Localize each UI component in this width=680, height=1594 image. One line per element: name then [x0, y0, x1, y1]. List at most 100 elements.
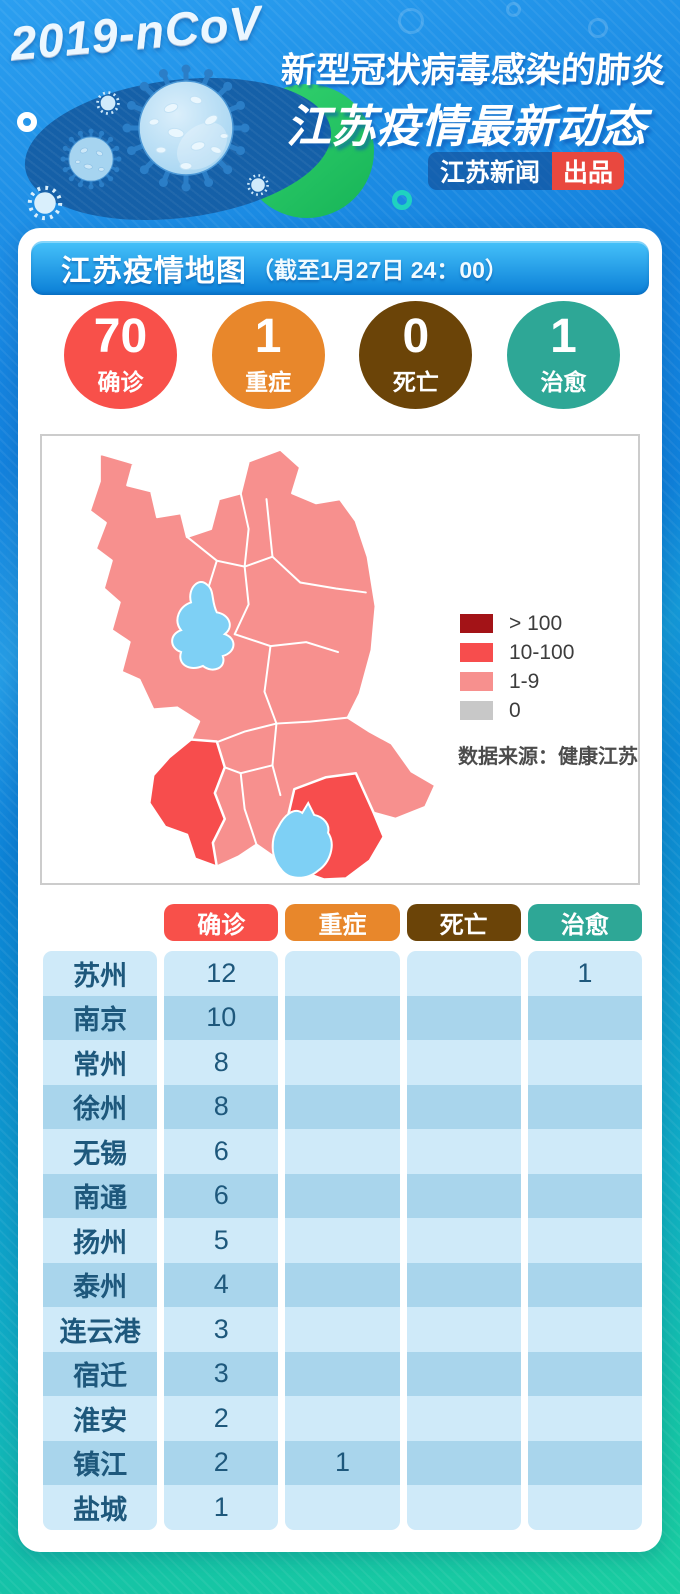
map-province-base — [88, 448, 437, 881]
cured-cell — [527, 995, 642, 1040]
table-row: 苏州 12 1 — [43, 951, 642, 996]
cured-cell — [527, 1440, 642, 1485]
deaths-cell — [406, 1129, 521, 1174]
severe-cell: 1 — [285, 1440, 400, 1485]
deaths-cell — [406, 1440, 521, 1485]
card-title-bar: 江苏疫情地图 （截至1月27日 24：00） — [31, 241, 649, 295]
main-title-line2: 江苏疫情最新动态 — [285, 101, 646, 152]
stat-severe: 1 重症 — [211, 301, 325, 409]
legend-label: 10-100 — [509, 640, 575, 664]
table-row: 镇江 2 1 — [43, 1440, 642, 1485]
cured-cell — [527, 1173, 642, 1218]
summary-stats: 70 确诊 1 重症 0 死亡 1 治愈 — [64, 301, 620, 409]
stat-deaths-label: 死亡 — [392, 369, 439, 396]
cured-cell — [527, 1218, 642, 1263]
deaths-cell — [406, 1351, 521, 1396]
city-cell: 泰州 — [43, 1262, 158, 1307]
deaths-cell — [406, 995, 521, 1040]
severe-cell — [285, 1084, 400, 1129]
stat-deaths-value: 0 — [402, 309, 430, 363]
cured-cell — [527, 1351, 642, 1396]
coronavirus-icon — [122, 64, 250, 192]
jiangsu-map-panel: > 100 10-100 1-9 0 数据来源：健康江苏 — [40, 434, 640, 885]
deaths-cell — [406, 1173, 521, 1218]
confirmed-cell: 8 — [164, 1040, 279, 1085]
table-row: 扬州 5 — [43, 1218, 642, 1263]
map-region-nanjing — [148, 738, 227, 868]
stat-deaths: 0 死亡 — [359, 301, 473, 409]
table-header-confirmed: 确诊 — [164, 904, 279, 941]
legend-label: 1-9 — [509, 669, 540, 693]
legend-swatch-darkred — [460, 614, 493, 633]
legend-label: > 100 — [509, 611, 563, 635]
decor-ring-icon — [588, 18, 608, 38]
card-title: 江苏疫情地图 — [61, 255, 247, 288]
severe-cell — [285, 1262, 400, 1307]
cured-cell — [527, 1307, 642, 1352]
confirmed-cell: 6 — [164, 1129, 279, 1174]
map-lake-hongze — [171, 581, 235, 671]
legend-label: 0 — [509, 698, 521, 722]
severe-cell — [285, 1485, 400, 1530]
table-row: 徐州 8 — [43, 1084, 642, 1129]
cured-cell — [527, 1396, 642, 1441]
table-header-row: 确诊 重症 死亡 治愈 — [43, 904, 642, 941]
legend-swatch-gray — [460, 701, 493, 720]
mini-virus-icon — [27, 185, 63, 221]
cured-cell — [527, 1040, 642, 1085]
table-row: 无锡 6 — [43, 1129, 642, 1174]
city-cell: 徐州 — [43, 1084, 158, 1129]
severe-cell — [285, 1351, 400, 1396]
stat-cured: 1 治愈 — [506, 301, 620, 409]
confirmed-cell: 2 — [164, 1440, 279, 1485]
severe-cell — [285, 1129, 400, 1174]
confirmed-cell: 1 — [164, 1485, 279, 1530]
confirmed-cell: 3 — [164, 1351, 279, 1396]
confirmed-cell: 8 — [164, 1084, 279, 1129]
city-cell: 南京 — [43, 995, 158, 1040]
deaths-cell — [406, 1084, 521, 1129]
map-lake-taihu — [271, 800, 333, 879]
jiangsu-choropleth-map — [88, 448, 437, 881]
city-cell: 苏州 — [43, 951, 158, 996]
table-header-cured: 治愈 — [527, 904, 642, 941]
severe-cell — [285, 951, 400, 996]
city-cell: 淮安 — [43, 1396, 158, 1441]
table-row: 连云港 3 — [43, 1307, 642, 1352]
table-header-city-spacer — [43, 904, 157, 941]
header-banner: 2019-nCoV 新型冠状病毒感染的肺炎 江苏疫情最新动态 江苏新闻 出品 — [0, 0, 680, 237]
stat-confirmed-label: 确诊 — [97, 369, 144, 396]
severe-cell — [285, 1307, 400, 1352]
confirmed-cell: 6 — [164, 1173, 279, 1218]
stat-confirmed: 70 确诊 — [64, 301, 177, 409]
city-data-table: 苏州 12 1 南京 10 常州 8 徐州 8 无锡 — [43, 951, 642, 1530]
cured-cell — [527, 1485, 642, 1530]
content-card: 江苏疫情地图 （截至1月27日 24：00） 70 确诊 1 重症 0 死亡 1… — [18, 228, 662, 1552]
card-title-note: （截至1月27日 24：00） — [251, 257, 508, 283]
stat-cured-value: 1 — [550, 309, 577, 363]
city-cell: 南通 — [43, 1173, 158, 1218]
city-cell: 盐城 — [43, 1485, 158, 1530]
white-ring-decoration — [17, 112, 37, 132]
confirmed-cell: 2 — [164, 1396, 279, 1441]
confirmed-cell: 4 — [164, 1262, 279, 1307]
decor-ring-icon — [506, 2, 521, 17]
deaths-cell — [406, 1218, 521, 1263]
table-header-severe: 重症 — [285, 904, 400, 941]
table-row: 宿迁 3 — [43, 1351, 642, 1396]
table-row: 南通 6 — [43, 1173, 642, 1218]
producer-name: 江苏新闻 — [427, 152, 552, 190]
stat-severe-label: 重症 — [245, 369, 292, 396]
producer-suffix-badge: 出品 — [551, 152, 624, 190]
severe-cell — [285, 1396, 400, 1441]
deaths-cell — [406, 1396, 521, 1441]
cured-cell — [527, 1084, 642, 1129]
city-cell: 连云港 — [43, 1307, 158, 1352]
deaths-cell — [406, 1040, 521, 1085]
deaths-cell — [406, 951, 521, 996]
stat-severe-value: 1 — [254, 309, 282, 363]
cured-cell: 1 — [527, 951, 642, 996]
severe-cell — [285, 1173, 400, 1218]
confirmed-cell: 3 — [164, 1307, 279, 1352]
decor-ring-icon — [398, 8, 424, 34]
